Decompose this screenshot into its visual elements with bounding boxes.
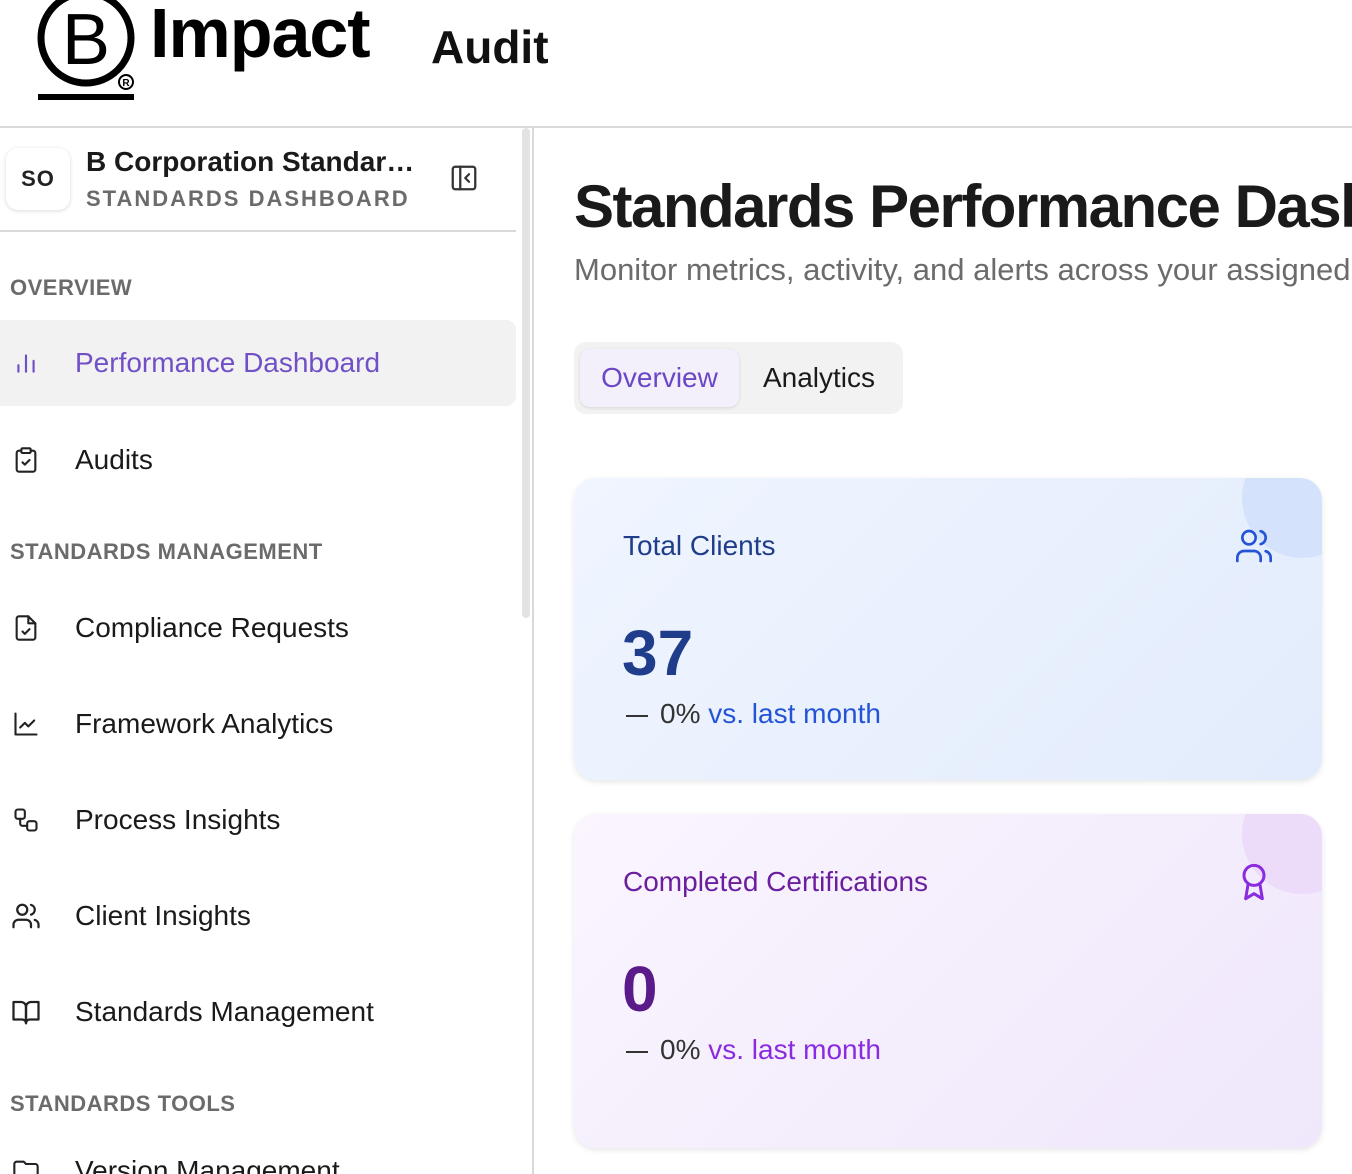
section-label-standards-management: STANDARDS MANAGEMENT xyxy=(10,539,323,564)
sidebar-item-label: Framework Analytics xyxy=(75,708,334,739)
sidebar-item-performance-dashboard[interactable]: Performance Dashboard xyxy=(0,320,516,406)
org-switcher[interactable]: SO B Corporation Standards Organization … xyxy=(0,128,516,232)
svg-text:B: B xyxy=(62,0,110,80)
section-label-standards-tools: STANDARDS TOOLS xyxy=(10,1091,236,1116)
tab-overview[interactable]: Overview xyxy=(580,349,739,407)
total-clients-card: Total Clients 37 0% vs. last month xyxy=(574,478,1322,780)
award-icon xyxy=(1234,862,1274,902)
metric-trend: 0% vs. last month xyxy=(626,698,881,730)
b-corp-logo[interactable]: B R xyxy=(36,0,140,109)
book-open-icon xyxy=(10,996,42,1028)
metric-value: 0 xyxy=(622,953,658,1025)
sidebar-item-label: Audits xyxy=(75,444,153,475)
card-title: Completed Certifications xyxy=(623,866,929,897)
folder-icon xyxy=(10,1155,42,1174)
trend-suffix: vs. last month xyxy=(708,698,881,729)
sidebar-scrollbar[interactable] xyxy=(522,128,530,618)
line-chart-icon xyxy=(10,708,42,740)
metric-value: 37 xyxy=(622,617,694,689)
trend-value: 0% xyxy=(660,1034,701,1065)
sidebar-item-version-management[interactable]: Version Management xyxy=(0,1128,516,1174)
sidebar-item-standards-management[interactable]: Standards Management xyxy=(0,969,516,1055)
card-title: Total Clients xyxy=(623,530,776,561)
sidebar-item-compliance-requests[interactable]: Compliance Requests xyxy=(0,585,516,671)
users-icon xyxy=(10,900,42,932)
minus-icon xyxy=(626,1050,648,1053)
minus-icon xyxy=(626,714,648,717)
bar-chart-icon xyxy=(10,347,42,379)
workflow-icon xyxy=(10,804,42,836)
org-subtitle: STANDARDS DASHBOARD xyxy=(86,186,410,211)
clipboard-check-icon xyxy=(10,444,42,476)
main-content: Standards Performance Dashboard Monitor … xyxy=(536,128,1352,1174)
tab-analytics[interactable]: Analytics xyxy=(762,362,876,393)
sidebar-item-client-insights[interactable]: Client Insights xyxy=(0,873,516,959)
sidebar-item-framework-analytics[interactable]: Framework Analytics xyxy=(0,681,516,767)
page-title: Standards Performance Dashboard xyxy=(574,173,1352,240)
sidebar-item-label: Version Management xyxy=(75,1155,340,1174)
sidebar: SO B Corporation Standards Organization … xyxy=(0,128,534,1174)
svg-text:R: R xyxy=(122,78,130,89)
file-check-icon xyxy=(10,612,42,644)
collapse-sidebar-button[interactable] xyxy=(446,160,482,196)
section-label-overview: OVERVIEW xyxy=(10,275,133,300)
sidebar-item-label: Client Insights xyxy=(75,900,251,931)
trend-suffix: vs. last month xyxy=(708,1034,881,1065)
brand-subtitle: Audit xyxy=(431,21,549,73)
org-avatar: SO xyxy=(6,148,70,210)
completed-certifications-card: Completed Certifications 0 0% vs. last m… xyxy=(574,814,1322,1148)
brand-name: Impact xyxy=(150,0,371,72)
trend-value: 0% xyxy=(660,698,701,729)
org-name: B Corporation Standards Organization xyxy=(86,146,416,177)
sidebar-item-audits[interactable]: Audits xyxy=(0,417,516,503)
sidebar-item-label: Compliance Requests xyxy=(75,612,349,643)
tab-list: Overview Analytics xyxy=(574,342,903,414)
sidebar-item-process-insights[interactable]: Process Insights xyxy=(0,777,516,863)
top-bar: B R Impact Audit xyxy=(0,0,1352,128)
sidebar-item-label: Process Insights xyxy=(75,804,281,835)
users-icon xyxy=(1234,526,1274,566)
metric-trend: 0% vs. last month xyxy=(626,1034,881,1066)
sidebar-item-label: Standards Management xyxy=(75,996,374,1027)
b-corp-logo-icon: B R xyxy=(37,0,135,100)
panel-left-close-icon xyxy=(451,165,477,191)
page-subtitle: Monitor metrics, activity, and alerts ac… xyxy=(574,252,1352,287)
sidebar-item-label: Performance Dashboard xyxy=(75,347,381,378)
